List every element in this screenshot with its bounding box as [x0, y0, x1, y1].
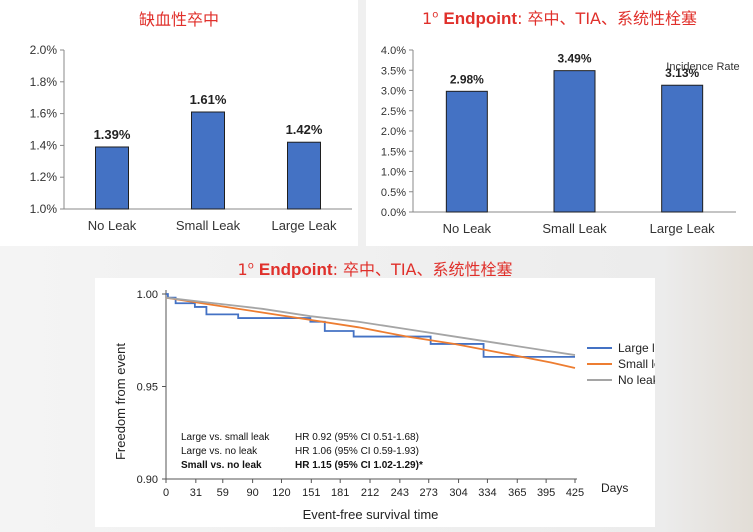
bar [445, 90, 488, 213]
x-tick-label: 0 [163, 487, 169, 499]
km-endpoint-description: : 卒中、TIA、系统性栓塞 [332, 260, 513, 279]
primary-endpoint-panel: 1o Endpoint: 卒中、TIA、系统性栓塞 0.0% 0.5% 1.0% 1.… [366, 0, 753, 246]
x-tick-label: 243 [391, 487, 409, 499]
bar-value-label: 1.42% [286, 122, 323, 137]
km-endpoint-word: Endpoint [258, 260, 333, 279]
bar [661, 84, 704, 213]
y-axis-title: Freedom from event [113, 343, 128, 460]
hr-comparison-label: Large vs. small leak [181, 432, 270, 443]
primary-endpoint-title: 1o Endpoint: 卒中、TIA、系统性栓塞 [366, 5, 753, 29]
ischemic-stroke-bar-chart: 1.0% 1.2% 1.4% 1.6% 1.8% 2.0% 1.39% No Leak 1.61… [30, 43, 352, 233]
x-tick-label: 334 [478, 487, 496, 499]
x-tick-label: 304 [449, 487, 467, 499]
x-tick-label: 59 [217, 487, 229, 499]
y-tick-label: 3.0% [381, 86, 406, 98]
bar-value-label: 1.61% [190, 92, 227, 107]
x-category-label: No Leak [88, 218, 137, 233]
x-tick-label: 151 [302, 487, 320, 499]
y-tick-label: 0.0% [381, 207, 406, 219]
hr-value-label: HR 1.15 (95% CI 1.02-1.29)* [295, 460, 423, 471]
x-category-label: Large Leak [650, 221, 716, 236]
y-tick-label: 1.0% [30, 202, 58, 216]
km-endpoint-number: 1 [237, 260, 248, 279]
legend-label: Small leak [618, 357, 655, 371]
x-tick-label: 31 [190, 487, 202, 499]
endpoint-description: : 卒中、TIA、系统性栓塞 [517, 9, 697, 28]
ischemic-stroke-panel: 缺血性卒中 1.0% 1.2% 1.4% 1.6% 1.8% 2.0% 1.39% No Le… [0, 0, 358, 246]
y-tick-label: 0.95 [137, 382, 158, 394]
y-tick-label: 1.0% [381, 167, 406, 179]
x-axis-title: Event-free survival time [303, 507, 439, 522]
bar-value-label: 1.39% [94, 127, 131, 142]
x-tick-label: 120 [272, 487, 290, 499]
bar [191, 111, 225, 210]
bar-value-label: 2.98% [450, 72, 484, 86]
y-tick-label: 1.4% [30, 138, 58, 152]
hr-comparison-label: Large vs. no leak [181, 446, 258, 457]
x-tick-label: 425 [566, 487, 584, 499]
x-category-label: Small Leak [542, 221, 607, 236]
ischemic-stroke-title: 缺血性卒中 [138, 10, 219, 29]
y-tick-label: 1.8% [30, 75, 58, 89]
x-category-label: Small Leak [176, 218, 241, 233]
y-tick-label: 2.0% [381, 126, 406, 138]
y-tick-label: 2.5% [381, 106, 406, 118]
x-tick-label: 395 [537, 487, 555, 499]
y-tick-label: 4.0% [381, 45, 406, 57]
x-tick-label: 273 [420, 487, 438, 499]
x-tick-label: 181 [331, 487, 349, 499]
legend-label: No leak [618, 373, 655, 387]
y-tick-label: 0.90 [137, 474, 158, 486]
hr-comparison-label: Small vs. no leak [181, 460, 262, 471]
km-curve-large-leak [166, 293, 575, 358]
km-title: 1o Endpoint: 卒中、TIA、系统性栓塞 [95, 256, 655, 280]
y-tick-label: 1.6% [30, 107, 58, 121]
x-tick-label: 212 [361, 487, 379, 499]
y-tick-label: 1.5% [381, 146, 406, 158]
bar [287, 141, 321, 210]
endpoint-word: Endpoint [443, 9, 518, 28]
x-category-label: No Leak [443, 221, 492, 236]
km-curve-no-leak [165, 296, 576, 356]
incidence-rate-annotation: Incidence Rate [666, 61, 739, 73]
legend-label: Large leak [618, 341, 655, 355]
km-survival-chart: 0.90 0.95 1.00 0 31 59 90 120 151 181 212 243 273 304… [113, 289, 675, 522]
primary-endpoint-bar-chart: 0.0% 0.5% 1.0% 1.5% 2.0% 2.5% 3.0% 3.5% 4.0% 2.98… [381, 45, 740, 236]
bar [553, 70, 596, 213]
y-tick-label: 2.0% [30, 43, 58, 57]
x-tick-label: 365 [508, 487, 526, 499]
km-endpoint-superscript: o [247, 260, 254, 272]
bar [95, 146, 129, 210]
y-tick-label: 1.2% [30, 170, 58, 184]
x-tick-label: 90 [246, 487, 258, 499]
endpoint-number: 1 [422, 9, 433, 28]
y-tick-label: 0.5% [381, 187, 406, 199]
x-category-label: Large Leak [271, 218, 337, 233]
km-panel: 0.90 0.95 1.00 0 31 59 90 120 151 181 212 243 273 304… [95, 278, 675, 527]
km-curve-small-leak [165, 296, 576, 369]
endpoint-superscript: o [432, 9, 439, 21]
y-tick-label: 1.00 [137, 289, 158, 301]
y-tick-label: 3.5% [381, 65, 406, 77]
hr-value-label: HR 1.06 (95% CI 0.59-1.93) [295, 446, 419, 457]
bar-value-label: 3.13% [665, 66, 699, 80]
hr-value-label: HR 0.92 (95% CI 0.51-1.68) [295, 432, 419, 443]
x-unit-label: Days [601, 481, 628, 495]
bar-value-label: 3.49% [557, 52, 591, 66]
